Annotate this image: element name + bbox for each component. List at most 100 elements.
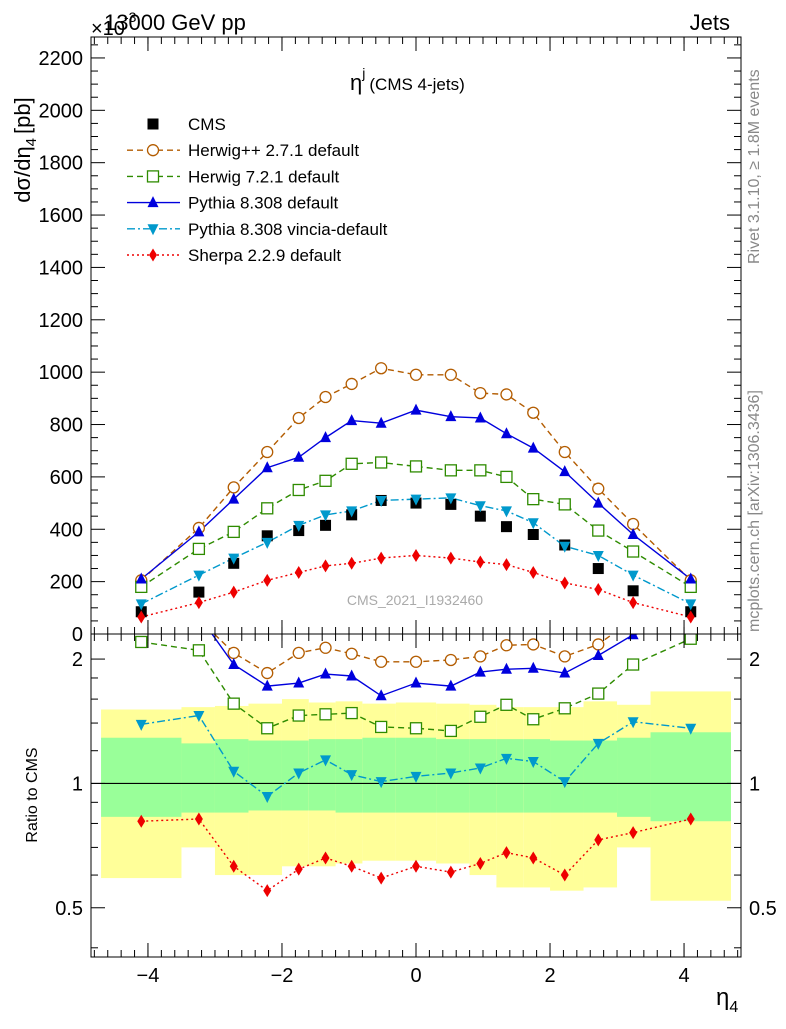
legend-label-cms: CMS [188,115,226,134]
legend: CMS Herwig++ 2.7.1 default Herwig 7.2.1 de… [127,115,388,265]
ratio-point-pythia-8-308-default [261,679,273,691]
ratio-point-pythia-8-308-vincia-default [346,770,358,782]
legend-label-herwig-2-7-1-default: Herwig++ 2.7.1 default [188,141,359,160]
ratio-point-sherpa-2-2-9-default [321,851,330,865]
ratio-point-pythia-8-308-default [527,661,539,673]
band-inner [308,739,336,811]
ratio-point-herwig-2-7-1-default [592,638,605,651]
ratio-point-herwig-7-2-1-default [409,722,423,735]
data-point-herwig-2-7-1-default [527,406,540,419]
band-inner [362,737,396,813]
ratio-point-pythia-8-308-vincia-default [445,768,457,780]
legend-marker-pythia-8-308-vincia-default [147,224,159,236]
data-point-cms [261,530,273,542]
ratio-tick-label-right: 2 [749,649,760,671]
ratio-point-herwig-2-7-1-default [444,653,457,667]
ratio-point-pythia-8-308-vincia-default [410,771,422,783]
data-point-pythia-8-308-default [527,441,539,453]
y-tick-label: 2000 [39,100,84,122]
band-inner [469,739,497,813]
data-point-cms [193,586,205,598]
ratio-point-herwig-2-7-1-default [319,641,332,654]
ratio-point-pythia-8-308-default [228,658,240,670]
series-line-pythia-8-308-vincia-default [140,497,692,605]
ratio-point-pythia-8-308-vincia-default [527,756,539,768]
ratio-point-pythia-8-308-vincia-default [320,755,332,767]
data-point-sherpa-2-2-9-default [294,565,303,579]
data-point-herwig-7-2-1-default [292,483,305,497]
ratio-point-herwig-7-2-1-default [684,634,697,645]
series-line-herwig-7-2-1-default [140,461,692,588]
series-line-sherpa-2-2-9-default [141,554,691,618]
ratio-point-herwig-2-7-1-default [193,614,204,625]
x-tick-label: 2 [544,965,555,987]
data-point-herwig-7-2-1-default [474,464,487,477]
data-point-pythia-8-308-default [293,450,305,462]
data-point-sherpa-2-2-9-default [502,558,511,572]
data-point-herwig-7-2-1-default [192,542,206,556]
ratio-point-pythia-8-308-vincia-default [228,766,240,778]
data-point-cms [500,521,512,533]
y-tick-label: 2200 [39,48,84,70]
ratio-point-pythia-8-308-vincia-default [627,717,639,729]
band-inner [281,740,309,811]
data-point-pythia-8-308-default [685,572,697,584]
data-point-sherpa-2-2-9-default [229,585,238,599]
data-point-pythia-8-308-vincia-default [375,495,387,507]
band-inner [436,739,470,813]
ratio-point-herwig-2-7-1-default [227,646,240,660]
data-point-sherpa-2-2-9-default [529,565,538,579]
data-point-pythia-8-308-vincia-default [346,506,358,518]
data-point-pythia-8-308-vincia-default [135,599,147,611]
data-point-pythia-8-308-default [410,403,422,415]
legend-marker-herwig-7-2-1-default [146,170,160,183]
axes: −4 −2 0 2 4 0 200 400 600 800 1000 1200 1400 1600 1800… [39,36,777,987]
ratio-point-sherpa-2-2-9-default [629,826,638,840]
ratio-point-herwig-7-2-1-default [527,713,540,726]
data-point-herwig-2-7-1-default [227,481,240,494]
ratio-point-pythia-8-308-default [559,666,571,678]
plot-title: ηj(CMS 4-jets) [350,65,465,95]
ratio-point-sherpa-2-2-9-default [229,859,238,873]
data-point-pythia-8-308-default [474,411,486,423]
rivet-label: Rivet 3.1.10, ≥ 1.8M events [746,69,763,264]
y-axis-label-main: dσ/dη [10,146,35,202]
y-tick-label: 800 [50,415,83,437]
ratio-point-pythia-8-308-vincia-default [474,763,486,775]
x-axis-label: η4 [716,984,738,1016]
data-point-pythia-8-308-vincia-default [261,537,273,549]
ratio-point-herwig-7-2-1-default [319,708,332,721]
data-point-cms [527,529,539,540]
ratio-point-sherpa-2-2-9-default [476,856,485,870]
data-point-sherpa-2-2-9-default [686,610,695,624]
y-tick-label: 200 [50,572,83,594]
ratio-point-pythia-8-308-default [474,665,486,677]
ratio-point-pythia-8-308-vincia-default [293,768,305,780]
data-point-sherpa-2-2-9-default [137,610,146,624]
ratio-point-pythia-8-308-vincia-default [500,753,512,765]
band-inner [496,739,524,813]
mcplots-label: mcplots.cern.ch [arXiv:1306.3436] [746,390,763,632]
ratio-point-sherpa-2-2-9-default [377,871,386,885]
ratio-point-herwig-7-2-1-default [474,710,487,723]
legend-label-pythia-8-308-vincia-default: Pythia 8.308 vincia-default [188,220,388,239]
y-tick-label: 1600 [39,205,84,227]
ratio-tick-label-right: 1 [749,773,760,795]
data-point-pythia-8-308-vincia-default [527,518,539,530]
ratio-point-herwig-2-7-1-default [474,650,487,663]
data-point-pythia-8-308-vincia-default [445,493,457,505]
ratio-point-herwig-2-7-1-default [628,614,639,625]
exponent-sup: -3 [124,9,137,25]
y-tick-label: 1200 [39,310,84,332]
watermark: CMS_2021_I1932460 [347,592,483,608]
data-point-herwig-7-2-1-default [409,460,423,473]
data-point-pythia-8-308-vincia-default [293,520,305,532]
ratio-point-herwig-7-2-1-default [626,658,640,671]
data-point-cms [445,498,457,510]
legend-label-herwig-7-2-1-default: Herwig 7.2.1 default [188,167,339,186]
ratio-point-sherpa-2-2-9-default [412,859,420,873]
ratio-point-herwig-7-2-1-default [135,635,148,649]
y-tick-label: 600 [50,467,83,489]
y-tick-label: 400 [50,519,83,541]
y-axis-label-sub: 4 [23,138,40,146]
